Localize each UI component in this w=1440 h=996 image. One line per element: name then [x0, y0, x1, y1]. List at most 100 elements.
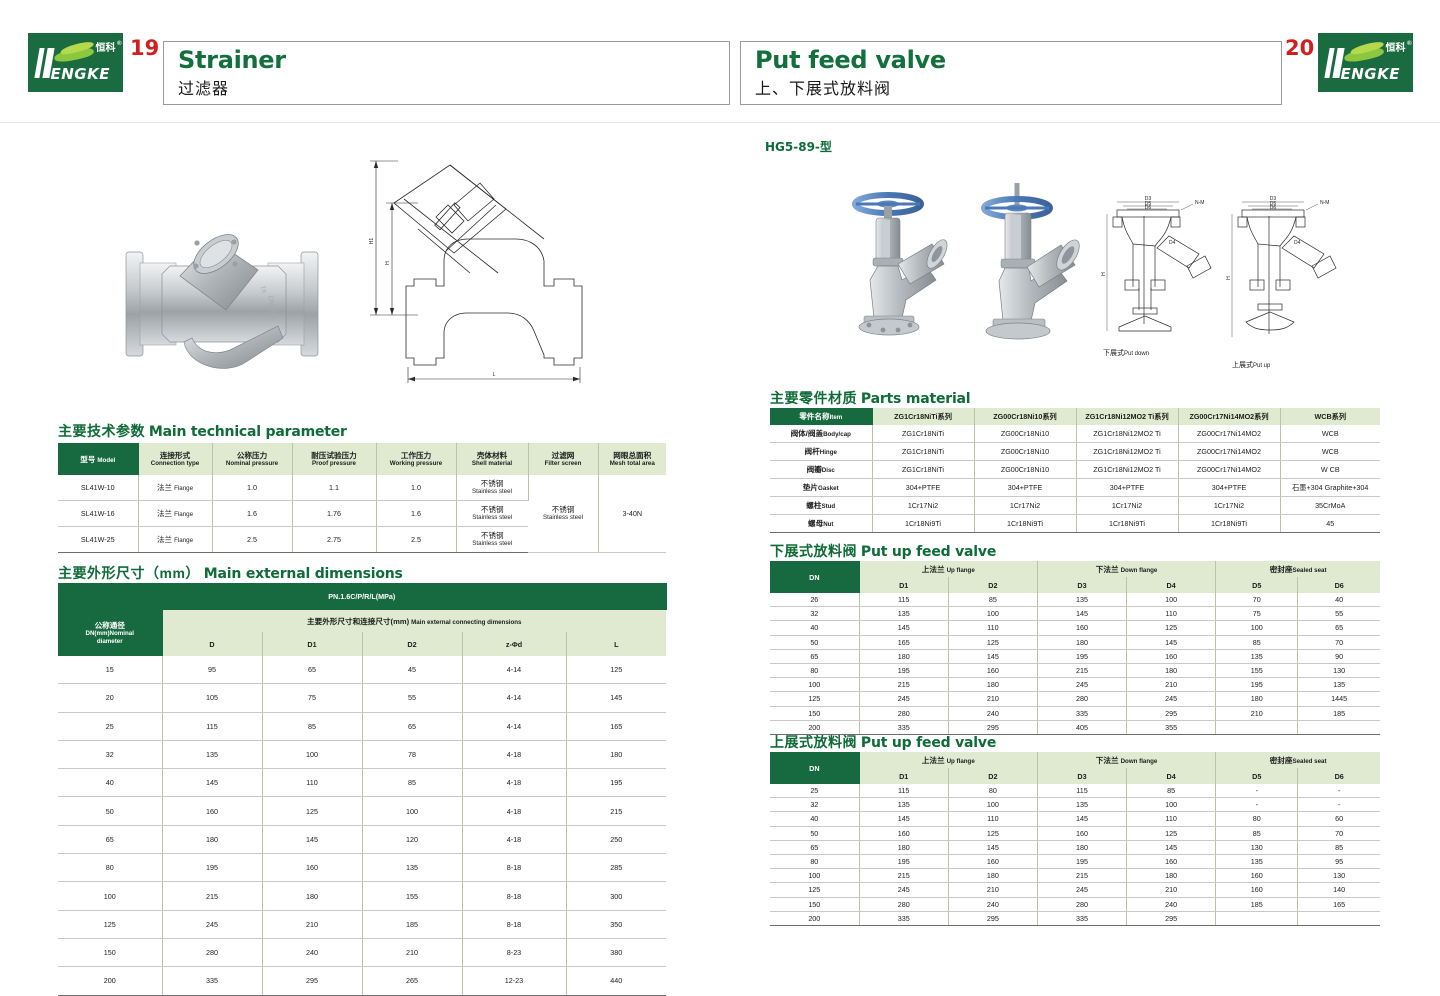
cell-d1: 115	[859, 593, 949, 608]
cell-zphid: 12-23	[462, 966, 567, 996]
col-series-1: ZG1Cr18NiTi系列	[872, 408, 975, 425]
col-l: L	[566, 632, 667, 656]
col-proof-pressure: 耐压试验压力 Proof pressure	[292, 443, 377, 475]
table-row: 150 280 240 210 8-23 380	[58, 938, 667, 968]
cell-d2: 125	[948, 826, 1038, 841]
cell-d3: 215	[1037, 663, 1128, 679]
cell-item: 阀瓣Disc	[770, 460, 873, 479]
cell-zphid: 4-18	[462, 825, 567, 855]
cell-d6: 165	[1297, 897, 1380, 912]
cell-d1: 100	[262, 740, 363, 770]
cell-material: 1Cr18Ni9Ti	[1178, 514, 1281, 533]
cell-material: ZG00Cr17Ni14MO2	[1178, 442, 1281, 461]
cell-dn: 50	[770, 826, 860, 841]
logo-swoosh-icon	[52, 39, 98, 64]
cell-material: ZG00Cr17Ni14MO2	[1178, 425, 1281, 443]
cell-d2: 145	[948, 649, 1038, 664]
table-row: 100 215 180 155 8-18 300	[58, 881, 667, 911]
cell-dn: 50	[770, 635, 860, 650]
cell-l: 250	[566, 825, 667, 855]
cell-dn: 65	[58, 825, 163, 855]
drawing-caption-put-down: 下展式Put down	[1103, 350, 1150, 357]
table-row: 125 245 210 280 245 180 1445	[770, 691, 1380, 707]
cell-d1: 335	[859, 720, 949, 735]
col-group-sealed-seat: 密封座Sealed seat	[1215, 561, 1380, 577]
col-group-down-flange: 下法兰 Down flange	[1037, 561, 1217, 577]
col-dn: DN	[770, 561, 860, 593]
cell-d5: 160	[1215, 868, 1299, 884]
cell-dn: 150	[770, 706, 860, 721]
cell-d4: 100	[1126, 797, 1217, 813]
cell-dn: 150	[770, 897, 860, 912]
cell-d4: 355	[1126, 720, 1217, 735]
header-divider	[0, 122, 1440, 123]
col-group-down-flange: 下法兰 Down flange	[1037, 752, 1217, 768]
drawing-label-h: H	[1101, 272, 1107, 276]
cell-zphid: 8-23	[462, 938, 567, 968]
cell-d2: 100	[948, 606, 1038, 622]
table-row: 150 280 240 280 240 185 165	[770, 897, 1380, 912]
cell-material: ZG00Cr17Ni14MO2	[1178, 460, 1281, 479]
col-d2: D2	[362, 632, 463, 656]
cell-dn: 50	[58, 796, 163, 826]
cell-d3: 215	[1037, 868, 1128, 884]
cell-d1: 145	[262, 825, 363, 855]
cell-d3: 195	[1037, 854, 1128, 870]
cell-d6: 90	[1297, 649, 1380, 664]
col-working-pressure: 工作压力 Working pressure	[376, 443, 457, 475]
cell-dn: 32	[58, 740, 163, 770]
cell-d4: 245	[1126, 691, 1217, 707]
cell-connection: 法兰 Flange	[138, 526, 213, 553]
cell-working: 2.5	[376, 526, 457, 553]
col-item: 零件名称Item	[770, 408, 873, 425]
col-model: 型号 Model	[58, 443, 139, 475]
cell-d6: 60	[1297, 811, 1380, 827]
cell-shell: 不锈钢 Stainless steel	[456, 475, 529, 501]
page-title-left-chinese: 过滤器	[178, 81, 230, 98]
cell-d6: 135	[1297, 677, 1380, 693]
hengke-logo-right: 恒科 ® ENGKE	[1318, 33, 1413, 92]
cell-d: 335	[162, 966, 263, 996]
cell-proof: 1.1	[292, 475, 377, 501]
cell-d2: 120	[362, 825, 463, 855]
section-title-parts-material: 主要零件材质 Parts material	[770, 390, 971, 407]
page-number-left: 19	[130, 36, 160, 60]
table-row: SL41W-16 法兰 Flange 1.6 1.76 1.6 不锈钢 Stain…	[58, 500, 666, 527]
cell-connection: 法兰 Flange	[138, 475, 213, 501]
cell-d4: 145	[1126, 635, 1217, 650]
cell-material: ZG00Cr18Ni10	[974, 460, 1077, 479]
col-d1: D1	[262, 632, 363, 656]
table-row: 阀瓣Disc ZG1Cr18NiTi ZG00Cr18Ni10 ZG1Cr18Ni12…	[770, 460, 1380, 479]
cell-zphid: 4-18	[462, 740, 567, 770]
cell-d3: 245	[1037, 677, 1128, 693]
cell-l: 350	[566, 910, 667, 939]
cell-material: 1Cr18Ni9Ti	[872, 514, 975, 533]
cell-d4: 180	[1126, 868, 1217, 884]
cell-dn: 40	[770, 620, 860, 636]
table-row: 65 180 145 195 160 135 90	[770, 649, 1380, 664]
cell-material: 45	[1280, 514, 1380, 533]
cell-d1: 145	[859, 620, 949, 636]
col-group-up-flange: 上法兰 Up flange	[859, 561, 1038, 577]
cell-d1: 295	[262, 966, 363, 996]
drawing-label-d5: D5	[1270, 201, 1277, 207]
col-series-5: WCB系列	[1280, 408, 1380, 425]
cell-d5: 80	[1215, 811, 1299, 827]
cell-d6: 55	[1297, 606, 1380, 622]
cell-d4: 210	[1126, 882, 1217, 898]
cell-dn: 125	[58, 910, 163, 939]
cell-dn: 20	[58, 683, 163, 713]
cell-d3: 180	[1037, 635, 1128, 650]
page-number-right: 20	[1285, 36, 1315, 60]
cell-d1: 85	[262, 712, 363, 741]
cell-d5	[1215, 720, 1299, 735]
drawing-label-d3: D3	[1145, 196, 1152, 202]
cell-d3: 180	[1037, 840, 1128, 855]
cell-dn: 32	[770, 797, 860, 813]
logo-chinese-text: 恒科	[95, 42, 116, 54]
col-d4: D4	[1126, 768, 1217, 784]
cell-nominal: 1.0	[212, 475, 293, 501]
drawing-label-h: H	[1226, 276, 1232, 280]
cell-d6: 70	[1297, 635, 1380, 650]
cell-zphid: 4-14	[462, 656, 567, 685]
